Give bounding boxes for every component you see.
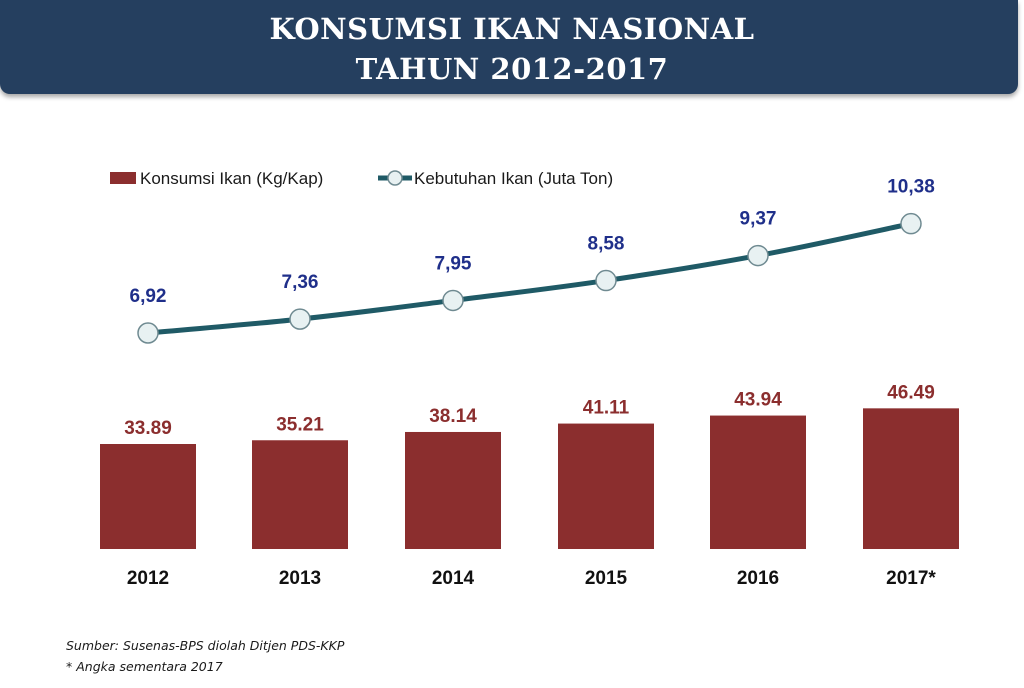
line-value-label: 10,38 (887, 177, 935, 198)
legend-line-label: Kebutuhan Ikan (Juta Ton) (414, 169, 613, 188)
line-marker-2012 (137, 322, 159, 344)
bar-value-label: 46.49 (887, 382, 935, 403)
line-value-label: 6,92 (130, 286, 167, 307)
line-path (145, 221, 914, 336)
bar-value-label: 35.21 (276, 414, 324, 435)
chart-title-line-1: KONSUMSI IKAN NASIONAL (269, 12, 755, 46)
line-marker-2017* (900, 212, 922, 235)
x-tick-label: 2012 (127, 568, 169, 589)
x-tick-label: 2014 (432, 568, 475, 589)
bar-2013 (252, 440, 348, 549)
legend-bar-swatch (110, 172, 136, 184)
line-value-label: 7,36 (282, 272, 319, 293)
source-note: Sumber: Susenas-BPS diolah Ditjen PDS-KK… (66, 638, 345, 653)
bar-2014 (405, 431, 501, 549)
line-value-label: 9,37 (740, 209, 777, 230)
legend: Konsumsi Ikan (Kg/Kap) Kebutuhan Ikan (Ju… (110, 169, 613, 188)
x-tick-label: 2017* (886, 568, 936, 589)
bar-series: 33.89 35.21 38.14 41.11 43.94 46.49 (100, 382, 959, 549)
line-series: 6,92 7,36 7,95 8,58 9,37 10,38 (130, 177, 935, 344)
title-banner (0, 0, 1018, 94)
legend-bar-label: Konsumsi Ikan (Kg/Kap) (140, 169, 323, 188)
x-axis-labels: 2012 2013 2014 2015 2016 2017* (127, 568, 937, 589)
bar-value-label: 43.94 (734, 390, 782, 411)
chart-title-line-2: TAHUN 2012-2017 (355, 52, 669, 86)
line-marker-2013 (289, 308, 311, 330)
bar-2016 (710, 415, 806, 549)
bar-value-label: 33.89 (124, 418, 172, 439)
line-marker-2016 (747, 244, 769, 267)
x-tick-label: 2016 (737, 568, 779, 589)
bar-2015 (558, 423, 654, 549)
bar-value-label: 38.14 (429, 406, 477, 427)
x-tick-label: 2015 (585, 568, 628, 589)
line-value-label: 8,58 (588, 234, 625, 255)
line-marker-2015 (595, 269, 617, 292)
x-tick-label: 2013 (279, 568, 321, 589)
provisional-note: * Angka sementara 2017 (66, 659, 223, 674)
bar-2012 (100, 444, 196, 549)
line-marker-2014 (442, 289, 464, 312)
legend-marker-icon (387, 170, 403, 186)
line-value-label: 7,95 (435, 253, 472, 274)
bar-2017* (863, 408, 959, 549)
bar-value-label: 41.11 (583, 398, 630, 419)
